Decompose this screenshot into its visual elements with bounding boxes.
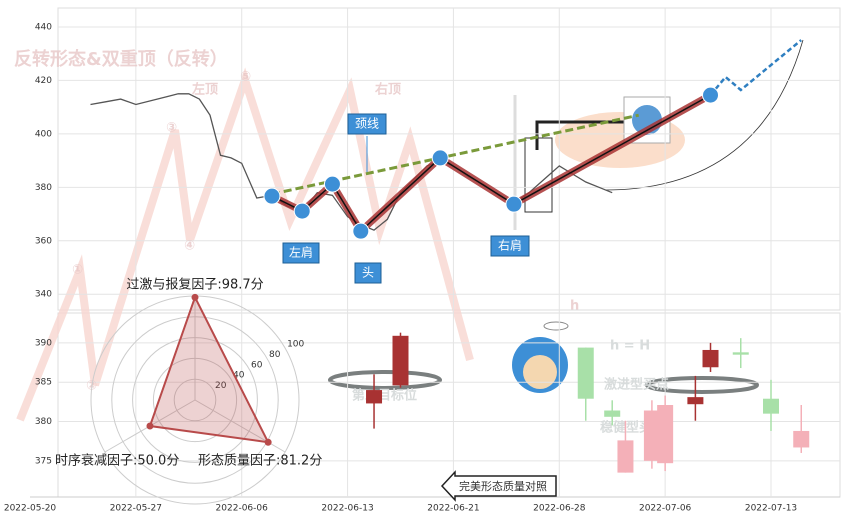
y-tick-label: 380	[35, 417, 52, 427]
radar-tick-label: 40	[233, 371, 245, 381]
x-tick-label: 2022-06-13	[321, 504, 373, 514]
cartoon-face	[523, 355, 557, 389]
watermark: h	[570, 299, 579, 314]
candle-body	[392, 335, 409, 386]
candle-body	[604, 410, 621, 417]
radar-area	[148, 294, 270, 444]
watermark: 左顶	[192, 82, 218, 98]
x-tick-label: 2022-06-28	[533, 504, 586, 514]
watermark: h = H	[610, 339, 650, 354]
candle-body	[366, 390, 383, 404]
candle-body	[643, 410, 660, 461]
watermark: 反转形态&双重顶（反转）	[14, 48, 228, 70]
radar-label: 过激与报复因子:98.7分	[126, 278, 263, 293]
pattern-point	[352, 222, 370, 240]
candle-body	[577, 347, 594, 399]
x-tick-label: 2022-05-20	[4, 504, 57, 514]
y-tick-label: 390	[35, 338, 52, 348]
watermark: ①	[72, 263, 83, 278]
y-tick-label: 420	[35, 76, 52, 86]
top-panel	[57, 7, 841, 311]
radar-label: 形态质量因子:81.2分	[198, 454, 322, 469]
annotation-box	[490, 235, 530, 257]
radar-tick-label: 20	[215, 381, 227, 391]
watermark: ③	[166, 121, 177, 136]
compare-arrow[interactable]	[440, 470, 557, 502]
pattern-point	[702, 86, 720, 104]
annotation: 头	[362, 266, 374, 280]
annotation: 左肩	[289, 245, 313, 260]
y-tick-label: 440	[35, 22, 52, 32]
watermark: 激进型买点	[604, 377, 669, 393]
annotation-box	[347, 113, 387, 135]
radar-point	[146, 422, 154, 430]
pattern-point	[263, 187, 281, 205]
watermark: 第二目标位	[352, 388, 417, 404]
callout-arrow	[535, 120, 630, 150]
x-tick-label: 2022-07-13	[745, 504, 797, 514]
x-tick-label: 2022-06-21	[427, 504, 479, 514]
pattern-point	[293, 202, 311, 220]
radar-tick-label: 100	[287, 340, 304, 350]
ring	[328, 370, 442, 390]
x-tick-label: 2022-05-27	[110, 504, 162, 514]
y-tick-label: 375	[35, 456, 52, 466]
y-tick-label: 385	[35, 378, 52, 388]
y-tick-label: 340	[35, 290, 52, 300]
candle-body	[793, 430, 810, 448]
candle-body	[763, 398, 779, 414]
pattern-point	[323, 175, 341, 193]
annotation: 右肩	[498, 238, 522, 253]
annotation-box	[354, 262, 382, 284]
x-tick-label: 2022-07-06	[639, 504, 692, 514]
radar-point	[191, 293, 199, 301]
watermark: 右顶	[374, 82, 401, 98]
candle-body	[657, 405, 674, 464]
cartoon-halo	[543, 321, 569, 331]
pattern-point	[505, 195, 523, 213]
watermark: ④	[184, 239, 195, 254]
y-tick-label: 400	[35, 129, 52, 139]
projection-line	[709, 39, 802, 96]
x-tick-label: 2022-06-06	[216, 504, 269, 514]
candle-body	[702, 349, 719, 368]
candle-body	[732, 352, 749, 355]
radar-point	[264, 438, 272, 446]
y-tick-label: 360	[35, 236, 52, 246]
radar-tick-label: 60	[251, 360, 263, 370]
radar-tick-label: 80	[269, 350, 281, 360]
annotation: 颈线	[355, 117, 379, 131]
annotation-box	[282, 242, 320, 264]
candle-body	[617, 440, 634, 473]
y-tick-label: 380	[35, 183, 52, 193]
radar-label: 时序衰减因子:50.0分	[55, 453, 179, 469]
candle-body	[687, 397, 704, 405]
bottom-panel	[57, 312, 841, 498]
ring	[645, 376, 759, 394]
pattern-point	[431, 149, 449, 167]
compare-label[interactable]: 完美形态质量对照	[459, 479, 547, 493]
watermark: ⑤	[240, 70, 251, 85]
